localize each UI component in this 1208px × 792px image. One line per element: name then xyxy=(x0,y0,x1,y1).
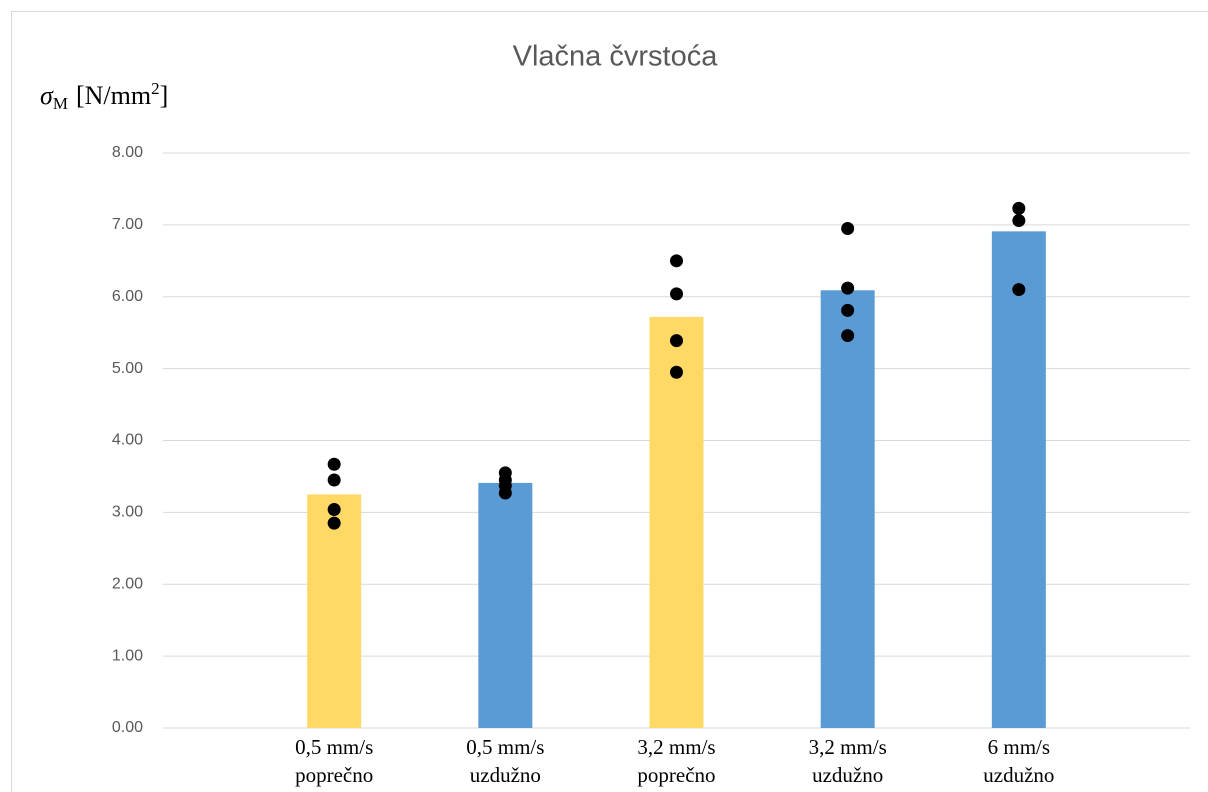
data-point xyxy=(670,334,683,348)
bar xyxy=(820,290,875,728)
y-tick-label: 4.00 xyxy=(112,432,143,449)
data-point xyxy=(841,221,855,235)
data-point xyxy=(670,365,683,379)
data-point xyxy=(841,281,855,295)
bar xyxy=(649,316,704,728)
data-point xyxy=(327,516,341,530)
y-label-unit-end: ] xyxy=(160,81,169,110)
y-tick-label: 0.00 xyxy=(112,719,143,736)
data-point xyxy=(670,287,683,301)
data-point xyxy=(670,254,683,268)
x-tick-label: 0,5 mm/s xyxy=(295,735,373,759)
y-tick-label: 1.00 xyxy=(112,647,143,664)
y-tick-label: 7.00 xyxy=(112,216,143,233)
y-tick-label: 2.00 xyxy=(112,575,143,592)
data-point xyxy=(327,503,341,516)
data-point xyxy=(1012,201,1026,215)
data-point xyxy=(327,457,341,471)
y-label-unit: [N/mm xyxy=(76,81,151,110)
y-label-symbol: σ xyxy=(40,81,54,110)
data-point xyxy=(1012,214,1026,228)
x-tick-label: poprečno xyxy=(637,763,715,787)
y-tick-label: 5.00 xyxy=(112,360,143,377)
x-tick-label: uzdužno xyxy=(983,763,1054,787)
data-point xyxy=(498,486,512,500)
y-label-superscript: 2 xyxy=(151,79,160,98)
data-point xyxy=(841,303,855,317)
bar xyxy=(478,482,533,728)
y-axis-label: σM [N/mm2] xyxy=(40,79,168,113)
x-tick-label: 3,2 mm/s xyxy=(809,735,887,759)
x-tick-label: 6 mm/s xyxy=(988,735,1050,759)
data-point xyxy=(1012,283,1026,297)
chart-title: Vlačna čvrstoća xyxy=(513,41,719,73)
x-tick-label: 3,2 mm/s xyxy=(637,735,715,759)
data-point xyxy=(327,473,341,487)
y-tick-label: 3.00 xyxy=(112,504,143,521)
data-point xyxy=(841,329,855,343)
x-tick-label: 0,5 mm/s xyxy=(466,735,544,759)
bar xyxy=(991,231,1046,728)
x-tick-label: poprečno xyxy=(295,763,373,787)
bar xyxy=(307,494,362,728)
x-tick-label: uzdužno xyxy=(470,763,541,787)
x-tick-label: uzdužno xyxy=(812,763,883,787)
y-label-subscript: M xyxy=(53,94,68,113)
y-tick-label: 6.00 xyxy=(112,288,143,305)
y-tick-label: 8.00 xyxy=(112,144,143,161)
